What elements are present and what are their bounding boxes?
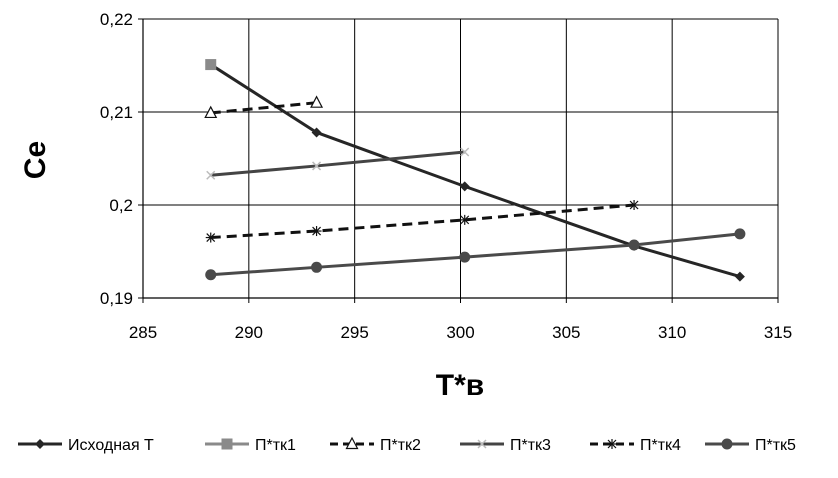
data-point xyxy=(205,269,217,281)
star-stroke xyxy=(629,200,639,210)
y-tick-label: 0,22 xyxy=(100,10,133,29)
x-tick-label: 310 xyxy=(658,323,686,342)
series-5 xyxy=(205,200,640,243)
legend-marker xyxy=(35,439,45,449)
legend-label: П*тк4 xyxy=(640,437,681,454)
series-6 xyxy=(205,228,746,281)
legend-item: П*тк5 xyxy=(705,437,796,454)
legend-label: П*тк2 xyxy=(380,437,421,454)
data-point xyxy=(312,161,322,171)
legend-item: П*тк4 xyxy=(590,437,681,454)
data-point xyxy=(628,239,640,251)
legend-item: П*тк3 xyxy=(460,437,551,454)
series-1 xyxy=(205,59,745,282)
legend-item: П*тк2 xyxy=(330,436,421,454)
x-tick-label: 295 xyxy=(340,323,368,342)
tick-labels: 285 290 295 300 305 310 315 0,19 0,2 0,21 0,22 xyxy=(100,10,792,342)
series-line xyxy=(210,101,317,115)
data-point xyxy=(206,170,216,180)
data-series xyxy=(204,59,746,282)
star-stroke xyxy=(460,215,470,225)
star-stroke xyxy=(607,439,617,449)
y-tick-label: 0,19 xyxy=(100,289,133,308)
legend-marker xyxy=(221,438,233,450)
legend-item: П*тк1 xyxy=(205,437,296,454)
legend: Исходная T П*тк1 П*тк2 П*тк3 П*тк4 П*тк5 xyxy=(18,436,796,454)
y-axis-label: Ce xyxy=(19,141,52,179)
data-point xyxy=(310,95,324,108)
data-point xyxy=(311,226,322,237)
x-stroke xyxy=(206,170,216,180)
x-tick-label: 300 xyxy=(446,323,474,342)
data-point xyxy=(205,232,216,243)
data-point xyxy=(459,251,471,263)
axes xyxy=(138,18,779,303)
data-point xyxy=(311,261,323,273)
x-tick-label: 290 xyxy=(235,323,263,342)
x-tick-label: 285 xyxy=(129,323,157,342)
legend-label: П*тк5 xyxy=(755,437,796,454)
data-point xyxy=(205,59,217,71)
series-line xyxy=(210,203,635,240)
series-2 xyxy=(205,59,217,71)
legend-item: Исходная T xyxy=(18,437,154,454)
x-tick-label: 305 xyxy=(552,323,580,342)
series-4 xyxy=(206,147,470,180)
x-axis-label: T*в xyxy=(436,369,484,402)
x-stroke xyxy=(477,439,487,449)
data-point xyxy=(734,228,746,240)
grid-lines xyxy=(143,18,779,298)
series-3 xyxy=(204,95,324,119)
legend-marker xyxy=(345,436,359,450)
x-stroke xyxy=(312,161,322,171)
legend-label: П*тк1 xyxy=(255,437,296,454)
legend-marker xyxy=(607,439,617,449)
legend-marker xyxy=(477,439,487,449)
data-point xyxy=(629,200,640,210)
y-tick-label: 0,2 xyxy=(109,196,133,215)
data-point xyxy=(459,181,470,192)
data-point xyxy=(460,147,470,157)
data-point xyxy=(204,105,218,119)
data-point xyxy=(459,214,470,225)
star-stroke xyxy=(206,233,216,242)
series-line xyxy=(209,63,741,279)
data-point xyxy=(311,127,322,138)
y-tick-label: 0,21 xyxy=(100,103,133,122)
legend-label: Исходная T xyxy=(68,437,154,454)
x-tick-label: 315 xyxy=(764,323,792,342)
x-stroke xyxy=(460,147,470,157)
data-point xyxy=(734,271,745,282)
star-stroke xyxy=(312,226,321,236)
legend-label: П*тк3 xyxy=(510,437,551,454)
legend-marker xyxy=(721,438,733,450)
